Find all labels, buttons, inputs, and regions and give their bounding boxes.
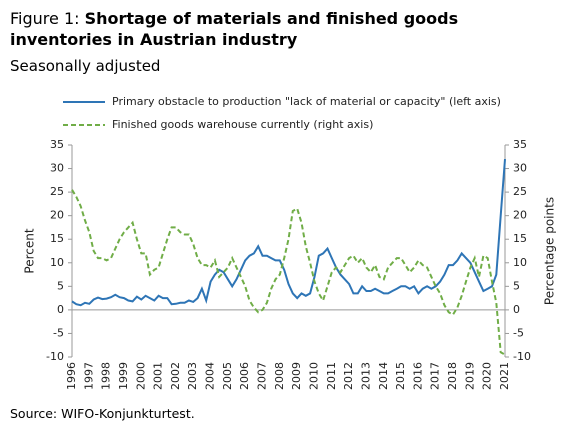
y-tick-label: 0 <box>57 303 64 316</box>
x-tick-label: 2005 <box>221 362 234 390</box>
y2-tick-label: 20 <box>513 209 527 222</box>
figure-label: Figure 1: <box>10 9 80 28</box>
x-tick-label: 2018 <box>446 362 459 390</box>
y-tick-label: 20 <box>50 209 64 222</box>
legend-label: Primary obstacle to production "lack of … <box>112 95 501 108</box>
x-tick-label: 2006 <box>238 362 251 390</box>
y-tick-label: 35 <box>50 138 64 151</box>
series-line <box>71 159 506 307</box>
subtitle: Seasonally adjusted <box>10 57 161 75</box>
y2-tick-label: 25 <box>513 185 527 198</box>
y-tick-label: -5 <box>53 326 64 339</box>
y-tick-label: 25 <box>50 185 64 198</box>
y2-tick-label: -5 <box>513 326 524 339</box>
legend-label: Finished goods warehouse currently (righ… <box>112 118 373 131</box>
y2-tick-label: 30 <box>513 162 527 175</box>
x-tick-label: 2012 <box>342 362 355 390</box>
x-tick-label: 2015 <box>394 362 407 390</box>
x-tick-label: 1996 <box>65 362 78 390</box>
source: Source: WIFO-Konjunkturtest. <box>10 406 195 421</box>
x-tick-label: 2001 <box>152 362 165 390</box>
x-tick-label: 2008 <box>273 362 286 390</box>
y2-axis-title: Percentage points <box>543 197 557 305</box>
x-tick-label: 2020 <box>481 362 494 390</box>
x-tick-label: 2010 <box>307 362 320 390</box>
y2-tick-label: 15 <box>513 232 527 245</box>
y-tick-label: -10 <box>46 350 64 363</box>
x-tick-label: 2016 <box>411 362 424 390</box>
x-tick-label: 1997 <box>82 362 95 390</box>
x-tick-label: 2003 <box>186 362 199 390</box>
y2-tick-label: 5 <box>513 279 520 292</box>
y-tick-label: 30 <box>50 162 64 175</box>
y-axis-title: Percent <box>23 228 37 273</box>
x-tick-label: 2004 <box>204 362 217 390</box>
y-tick-label: 15 <box>50 232 64 245</box>
x-tick-label: 1998 <box>100 362 113 390</box>
y2-tick-label: 10 <box>513 256 527 269</box>
y2-tick-label: 0 <box>513 303 520 316</box>
x-tick-label: 1999 <box>117 362 130 390</box>
y2-tick-label: -10 <box>513 350 531 363</box>
x-tick-label: 2014 <box>377 362 390 390</box>
x-tick-label: 2011 <box>325 362 338 390</box>
y2-tick-label: 35 <box>513 138 527 151</box>
x-tick-label: 2019 <box>463 362 476 390</box>
y-tick-label: 5 <box>57 279 64 292</box>
series-line <box>71 189 506 356</box>
x-tick-label: 2002 <box>169 362 182 390</box>
x-tick-label: 2021 <box>498 362 511 390</box>
x-tick-label: 2013 <box>359 362 372 390</box>
x-tick-label: 2017 <box>429 362 442 390</box>
x-tick-label: 2007 <box>256 362 269 390</box>
x-tick-label: 2000 <box>134 362 147 390</box>
chart-title: Shortage of materials and finished goods… <box>10 9 459 49</box>
header: Figure 1: Shortage of materials and fini… <box>10 8 555 50</box>
y-tick-label: 10 <box>50 256 64 269</box>
x-tick-label: 2009 <box>290 362 303 390</box>
